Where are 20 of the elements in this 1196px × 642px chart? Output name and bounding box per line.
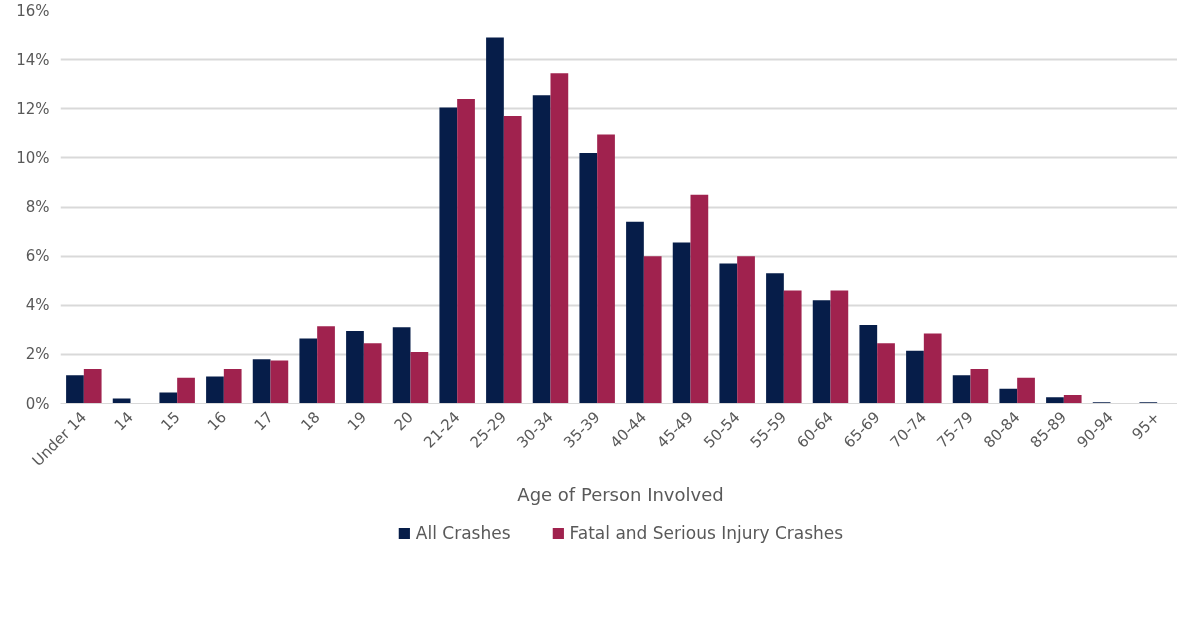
y-tick-label: 16%	[16, 1, 50, 20]
x-tick-label: 20	[390, 408, 417, 435]
y-tick-label: 10%	[16, 148, 50, 167]
y-tick-label: 8%	[25, 198, 50, 216]
y-tick-label: 4%	[25, 296, 50, 315]
y-tick-label: 12%	[16, 99, 50, 118]
x-tick-label: 18	[297, 408, 324, 435]
y-tick-label: 14%	[16, 50, 50, 69]
legend-label: All Crashes	[415, 523, 511, 543]
y-tick-label: 0%	[25, 394, 50, 413]
x-tick-label: 15	[157, 408, 184, 435]
legend-label: Fatal and Serious Injury Crashes	[569, 523, 844, 543]
x-tick-label: 95+	[1128, 408, 1164, 444]
x-tick-label: 17	[250, 408, 277, 435]
x-tick-label: 19	[343, 408, 371, 435]
x-tick-label: 14	[110, 408, 137, 435]
x-tick-label: 16	[203, 408, 231, 435]
x-axis-title: Age of Person Involved	[517, 484, 724, 506]
y-tick-label: 2%	[25, 345, 50, 364]
y-tick-label: 6%	[25, 247, 50, 266]
